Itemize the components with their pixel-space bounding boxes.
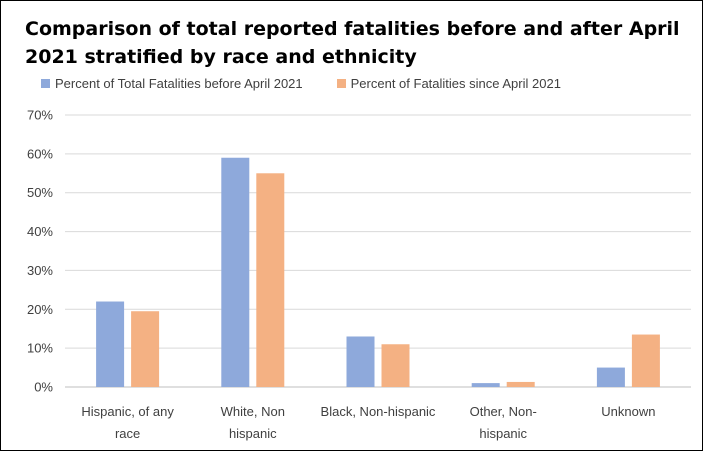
x-tick-label-4-line-0: Unknown (601, 404, 655, 419)
bar-series-0-cat-0 (96, 301, 125, 387)
legend-item-since: Percent of Fatalities since April 2021 (336, 76, 561, 91)
bar-series-1-cat-1 (256, 173, 285, 387)
bar-series-0-cat-1 (221, 157, 250, 387)
bar-series-0-cat-4 (596, 367, 625, 387)
bar-series-1-cat-2 (381, 344, 410, 387)
y-tick-label-4: 40% (27, 224, 53, 239)
bar-series-0-cat-2 (346, 336, 375, 387)
bar-series-0-cat-3 (471, 383, 500, 387)
x-tick-label-0-line-0: Hispanic, of any (81, 404, 174, 419)
y-tick-label-6: 60% (27, 146, 53, 161)
bar-series-1-cat-3 (506, 381, 535, 387)
x-tick-label-2-line-0: Black, Non-hispanic (321, 404, 436, 419)
x-tick-label-1-line-1: hispanic (229, 426, 277, 441)
legend-label-before: Percent of Total Fatalities before April… (55, 76, 303, 91)
chart-legend: Percent of Total Fatalities before April… (41, 76, 595, 91)
x-tick-label-3-line-1: hispanic (479, 426, 527, 441)
y-tick-label-5: 50% (27, 185, 53, 200)
x-tick-label-0-line-1: race (115, 426, 140, 441)
legend-swatch-since (336, 79, 346, 88)
chart-title-line-2: 2021 stratified by race and ethnicity (25, 46, 417, 68)
bar-series-1-cat-4 (631, 334, 660, 387)
legend-label-since: Percent of Fatalities since April 2021 (350, 76, 561, 91)
bar-series-1-cat-0 (131, 311, 160, 387)
x-tick-label-1-line-0: White, Non (221, 404, 285, 419)
y-tick-label-7: 70% (27, 108, 53, 123)
chart-title-line-1: Comparison of total reported fatalities … (25, 18, 680, 40)
x-tick-label-3-line-0: Other, Non- (470, 404, 537, 419)
y-tick-label-3: 30% (27, 263, 53, 278)
chart-title: Comparison of total reported fatalities … (25, 15, 685, 71)
y-tick-label-0: 0% (34, 380, 53, 395)
legend-swatch-before (41, 79, 50, 88)
y-tick-label-1: 10% (27, 341, 53, 356)
y-tick-label-2: 20% (27, 302, 53, 317)
legend-item-before: Percent of Total Fatalities before April… (41, 76, 303, 91)
